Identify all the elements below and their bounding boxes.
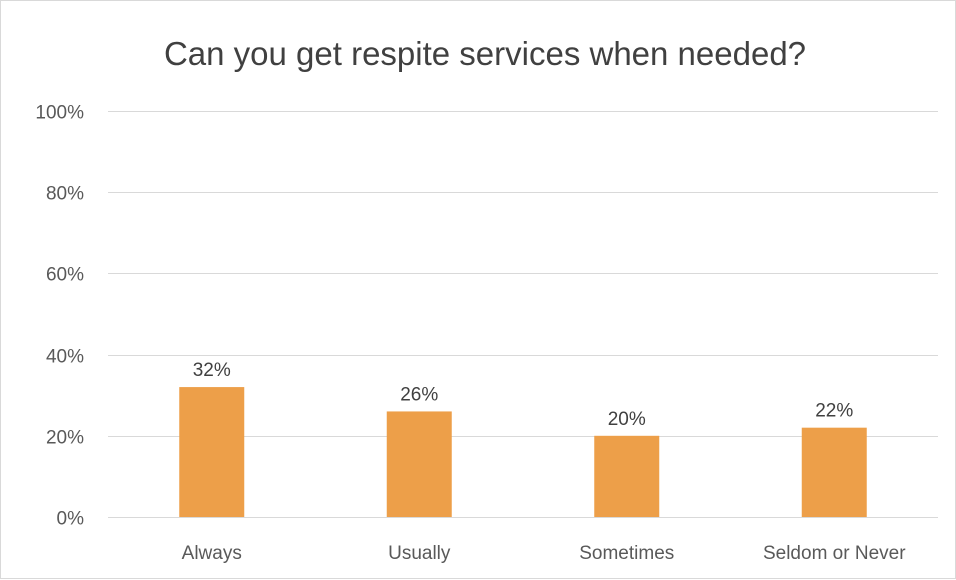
y-tick-label: 40% bbox=[46, 347, 84, 368]
data-label: 22% bbox=[815, 401, 853, 422]
bars bbox=[179, 387, 867, 517]
bar-usually bbox=[386, 411, 452, 517]
bar-always bbox=[179, 387, 245, 517]
y-tick-label: 80% bbox=[46, 184, 84, 205]
y-tick-label: 60% bbox=[46, 265, 84, 286]
x-axis-categories: Always Usually Sometimes Seldom or Never bbox=[182, 543, 907, 564]
x-category-label: Seldom or Never bbox=[763, 543, 906, 564]
bar-seldom-or-never bbox=[801, 427, 867, 517]
bar-sometimes bbox=[594, 435, 660, 517]
gridlines bbox=[108, 111, 938, 518]
x-category-label: Always bbox=[182, 543, 242, 564]
x-category-label: Usually bbox=[388, 543, 451, 564]
chart-title: Can you get respite services when needed… bbox=[164, 35, 806, 72]
x-category-label: Sometimes bbox=[579, 543, 674, 564]
data-labels: 32% 26% 20% 22% bbox=[193, 360, 854, 430]
data-label: 20% bbox=[608, 409, 646, 430]
data-label: 26% bbox=[400, 384, 438, 405]
y-axis-ticks: 0% 20% 40% 60% 80% 100% bbox=[35, 103, 84, 530]
y-tick-label: 100% bbox=[35, 103, 84, 124]
y-tick-label: 0% bbox=[57, 509, 85, 530]
y-tick-label: 20% bbox=[46, 428, 84, 449]
data-label: 32% bbox=[193, 360, 231, 381]
